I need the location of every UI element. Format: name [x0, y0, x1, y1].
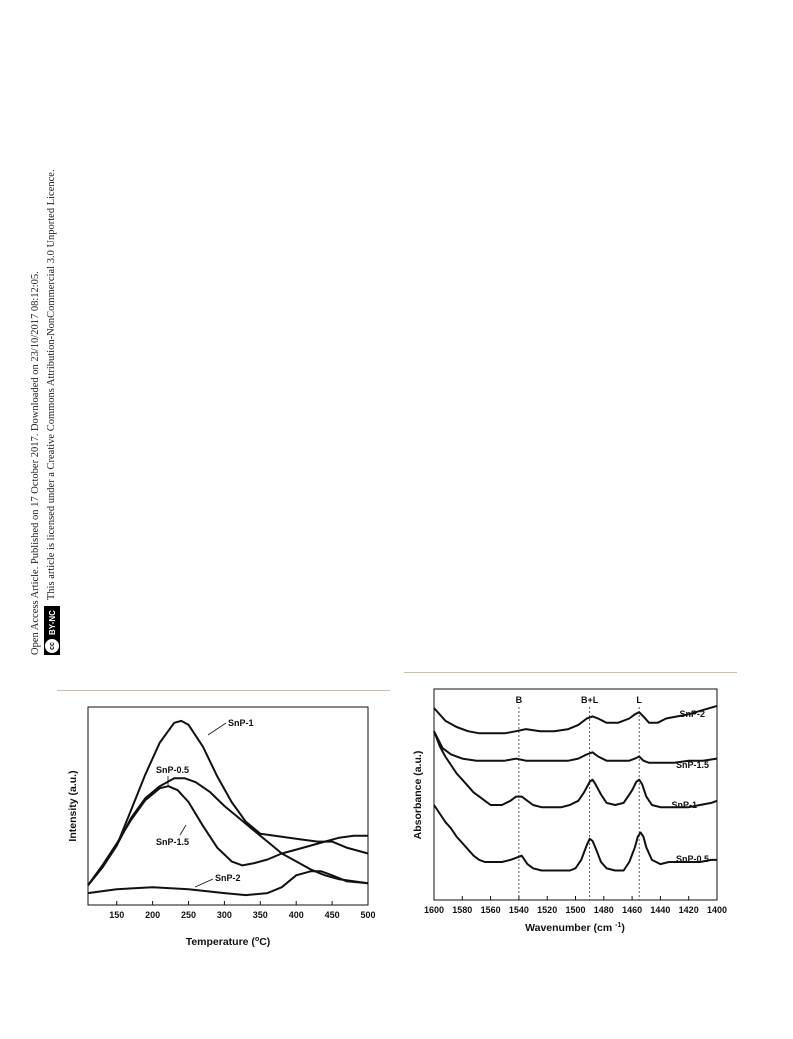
series-label-snp-0-5: SnP-0.5 — [156, 765, 189, 775]
band-marker-label-b: B — [516, 695, 523, 705]
series-line-snp-1 — [433, 730, 718, 809]
left-figure-rule — [57, 690, 390, 691]
series-line-snp-1 — [87, 719, 369, 886]
x-tick-label: 300 — [217, 910, 232, 920]
x-tick-label: 400 — [289, 910, 304, 920]
x-tick-label: 500 — [360, 910, 375, 920]
x-tick-label: 200 — [145, 910, 160, 920]
series-label-snp-0-5: SnP-0.5 — [676, 854, 709, 864]
x-tick-label: 1540 — [509, 905, 529, 915]
tpd-chart: 150 200 250 300 350 400 450 500 SnP-1 SnP-0.5 SnP… — [60, 695, 380, 960]
series-line-snp-0-5 — [87, 777, 369, 886]
side-notice: Open Access Article. Published on 17 Oct… — [0, 0, 60, 680]
series-line-snp-2 — [87, 870, 369, 897]
series-line-snp-1-5 — [433, 730, 718, 764]
x-tick-label: 1400 — [707, 905, 727, 915]
series-line-snp-1-5 — [87, 785, 368, 886]
series-line-snp-0-5 — [433, 804, 717, 872]
band-marker-label-l: L — [636, 695, 642, 705]
x-tick-label: 350 — [253, 910, 268, 920]
y-axis-title: Intensity (a.u.) — [67, 770, 79, 841]
x-tick-label: 1580 — [452, 905, 472, 915]
cc-license-badge[interactable]: cc BY-NC — [44, 606, 60, 655]
notice-line-2: This article is licensed under a Creativ… — [46, 169, 57, 601]
ftir-chart: B B+L L 1600 1580 1560 1540 1520 1500 1480 1460 14… — [405, 680, 735, 945]
notice-line-2-row: cc BY-NC This article is licensed under … — [44, 115, 60, 655]
right-figure-rule — [404, 672, 737, 673]
x-tick-label: 1440 — [650, 905, 670, 915]
ftir-chart-svg: B B+L L 1600 1580 1560 1540 1520 1500 1480 1460 14… — [412, 688, 727, 934]
cc-icon: cc — [44, 638, 60, 654]
x-tick-label: 1600 — [424, 905, 444, 915]
x-tick-label: 1460 — [622, 905, 642, 915]
series-label-snp-1: SnP-1 — [671, 800, 697, 810]
x-tick-label: 450 — [325, 910, 340, 920]
x-tick-label: 150 — [109, 910, 124, 920]
x-tick-label: 1500 — [565, 905, 585, 915]
x-axis-title: Temperature (oC) — [186, 936, 271, 948]
series-label-snp-2: SnP-2 — [679, 709, 705, 719]
annotation-arrow — [194, 878, 214, 888]
annotation-arrow — [207, 722, 227, 736]
series-label-snp-2: SnP-2 — [215, 873, 241, 883]
series-label-snp-1-5: SnP-1.5 — [676, 760, 709, 770]
series-label-snp-1: SnP-1 — [228, 718, 254, 728]
cc-badge-text: BY-NC — [47, 610, 57, 635]
y-axis-title: Absorbance (a.u.) — [412, 751, 424, 840]
x-tick-label: 1520 — [537, 905, 557, 915]
x-tick-label: 1560 — [481, 905, 501, 915]
tpd-chart-svg: 150 200 250 300 350 400 450 500 SnP-1 SnP-0.5 SnP… — [67, 706, 376, 948]
x-tick-label: 250 — [181, 910, 196, 920]
plot-frame — [87, 706, 369, 906]
x-axis-title: Wavenumber (cm -1) — [525, 922, 625, 934]
x-tick-label: 1480 — [594, 905, 614, 915]
band-marker-label-b-l: B+L — [581, 695, 599, 705]
series-line-snp-2 — [433, 704, 718, 735]
annotation-arrow — [179, 824, 187, 836]
x-tick-label: 1420 — [679, 905, 699, 915]
series-label-snp-1-5: SnP-1.5 — [156, 837, 189, 847]
side-notice-rotated: Open Access Article. Published on 17 Oct… — [28, 115, 60, 655]
notice-line-1: Open Access Article. Published on 17 Oct… — [30, 271, 41, 655]
